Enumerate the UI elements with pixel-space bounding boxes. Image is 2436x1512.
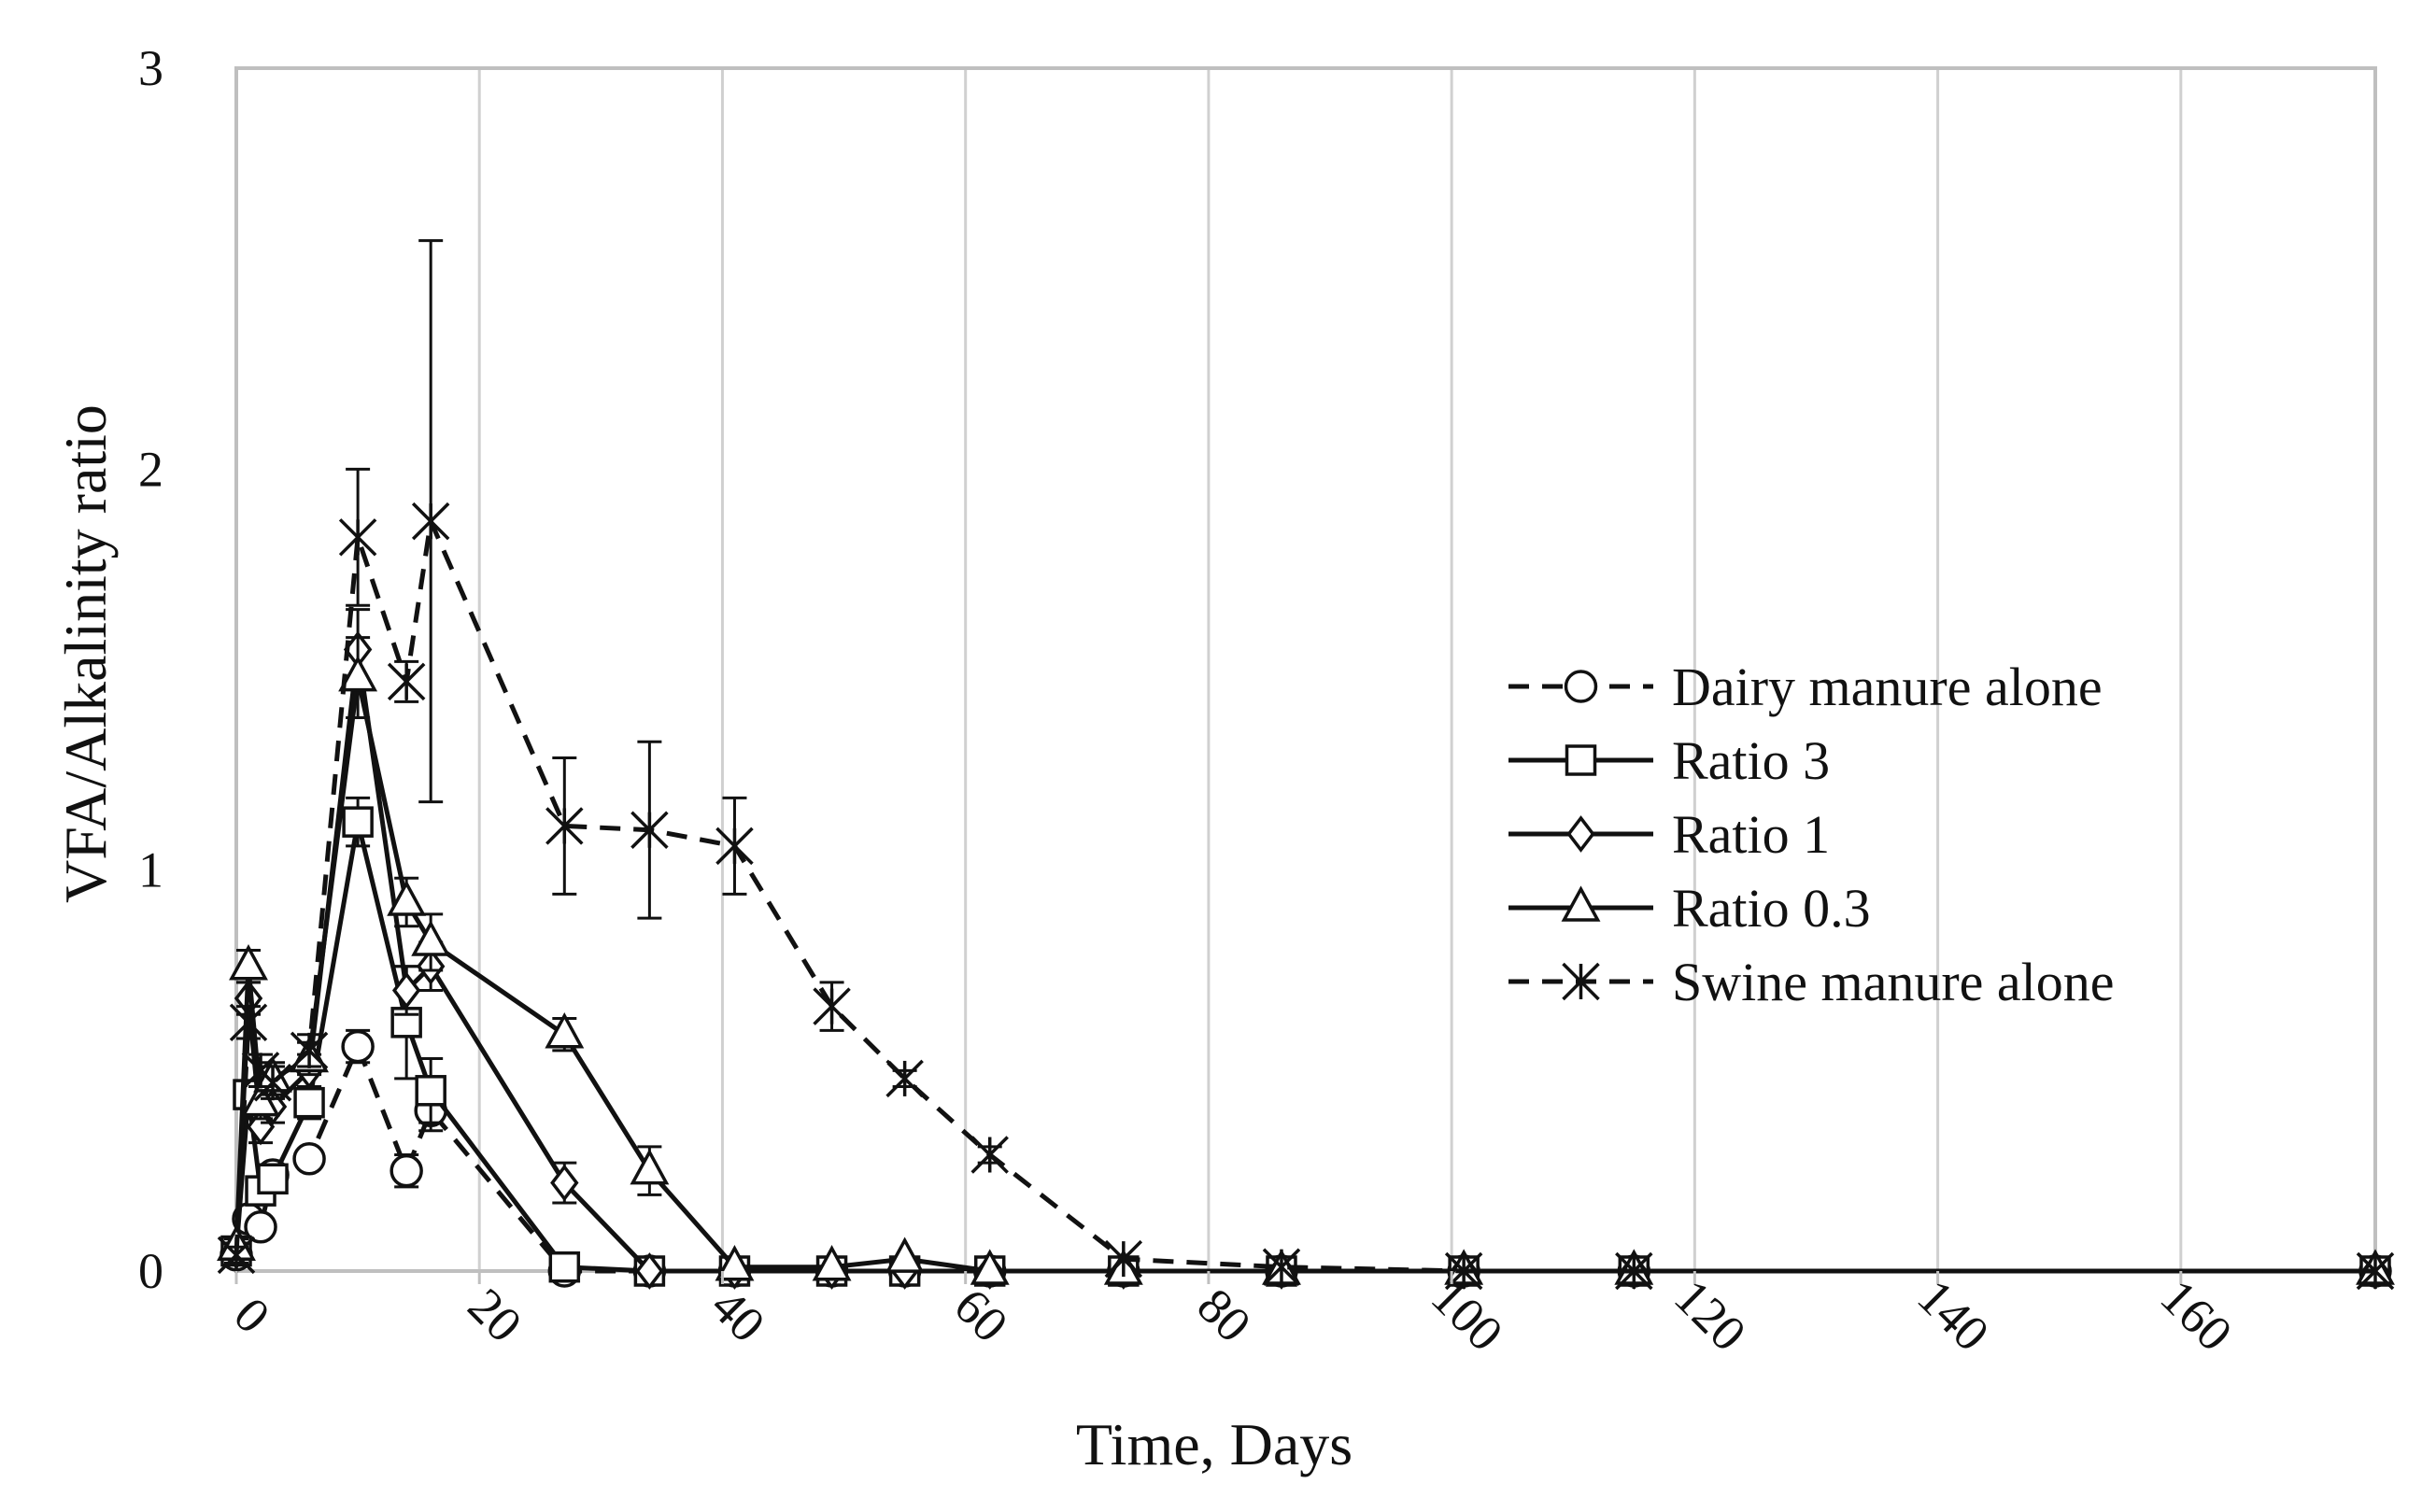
series-star	[217, 239, 2395, 1291]
y-tick-label: 3	[138, 40, 163, 96]
data-point-star	[229, 1003, 268, 1042]
data-point-square	[1565, 744, 1597, 776]
legend-label: Ratio 1	[1672, 804, 1830, 865]
y-tick-label: 0	[138, 1243, 163, 1299]
data-point-star	[290, 1031, 329, 1070]
data-point-star	[813, 987, 851, 1025]
x-tick-label: 80	[1186, 1278, 1262, 1353]
data-point-star	[1262, 1248, 1301, 1286]
grid-layer	[477, 68, 2183, 1271]
legend-label: Dairy manure alone	[1672, 657, 2103, 717]
x-tick-label: 20	[458, 1278, 533, 1353]
legend-entry-star: Swine manure alone	[1508, 952, 2115, 1012]
data-point-triangle	[545, 1012, 585, 1049]
data-point-square	[342, 806, 374, 838]
x-axis: 0 20 40 60 80 100 120 140 160	[223, 1268, 2243, 1362]
x-axis-title: Time, Days	[1076, 1411, 1353, 1477]
data-point-diamond	[550, 1164, 579, 1202]
data-point-star	[217, 1236, 256, 1275]
data-point-star	[411, 502, 450, 541]
data-point-square	[548, 1251, 581, 1283]
legend-label: Ratio 0.3	[1672, 878, 1871, 939]
data-point-diamond	[635, 1252, 664, 1290]
data-point-square	[293, 1086, 325, 1119]
legend-label: Ratio 3	[1672, 730, 1830, 791]
data-point-diamond	[391, 971, 421, 1010]
y-tick-label: 1	[138, 842, 163, 898]
data-point-triangle	[970, 1249, 1010, 1285]
y-axis: 0 1 2 3	[138, 40, 163, 1299]
series-line	[234, 1044, 2375, 1274]
data-point-circle	[292, 1142, 326, 1176]
x-tick-label: 100	[1421, 1268, 1514, 1362]
legend-label: Swine manure alone	[1672, 952, 2115, 1012]
x-tick-label: 0	[223, 1287, 281, 1345]
data-point-star	[1104, 1239, 1143, 1279]
data-point-square	[415, 1075, 446, 1107]
legend: Dairy manure alone Ratio 3 Ratio 1 Ratio 0.…	[1508, 657, 2115, 1012]
data-point-triangle	[630, 1149, 670, 1185]
legend-entry-square: Ratio 3	[1508, 730, 1830, 791]
legend-entry-triangle: Ratio 0.3	[1508, 878, 1871, 939]
data-point-circle	[244, 1210, 277, 1244]
data-point-star	[545, 807, 584, 845]
x-tick-label: 40	[701, 1278, 776, 1353]
data-point-triangle	[812, 1245, 852, 1281]
data-point-circle	[1564, 670, 1598, 703]
data-point-triangle	[1561, 885, 1601, 922]
data-point-circle	[389, 1153, 423, 1188]
data-point-star	[1615, 1251, 1653, 1291]
data-point-triangle	[387, 880, 427, 916]
y-axis-title: VFA/Alkalinity ratio	[52, 404, 119, 903]
data-point-triangle	[338, 655, 378, 692]
series-square	[220, 796, 2391, 1287]
x-tick-label: 60	[943, 1278, 1019, 1353]
series-triangle	[217, 636, 2395, 1285]
data-point-star	[1562, 962, 1600, 1001]
y-tick-label: 2	[138, 441, 163, 497]
series-layer	[217, 239, 2395, 1291]
data-point-triangle	[411, 920, 451, 956]
data-point-triangle	[229, 944, 268, 981]
data-point-star	[338, 518, 377, 557]
data-point-diamond	[1566, 815, 1595, 853]
data-point-star	[387, 662, 426, 701]
data-point-star	[630, 811, 669, 849]
legend-entry-diamond: Ratio 1	[1508, 804, 1830, 865]
x-tick-label: 120	[1664, 1268, 1757, 1362]
legend-entry-circle: Dairy manure alone	[1508, 657, 2103, 717]
data-point-star	[970, 1136, 1009, 1174]
data-point-triangle	[885, 1236, 925, 1273]
data-point-triangle	[715, 1245, 755, 1281]
data-point-star	[253, 1063, 292, 1102]
x-tick-label: 160	[2150, 1268, 2244, 1362]
x-tick-label: 140	[1906, 1268, 2000, 1362]
series-line	[234, 518, 2375, 1274]
data-point-square	[257, 1163, 289, 1195]
data-point-star	[885, 1059, 924, 1098]
data-point-circle	[341, 1029, 375, 1064]
data-point-star	[715, 827, 754, 866]
data-point-star	[2356, 1251, 2395, 1291]
